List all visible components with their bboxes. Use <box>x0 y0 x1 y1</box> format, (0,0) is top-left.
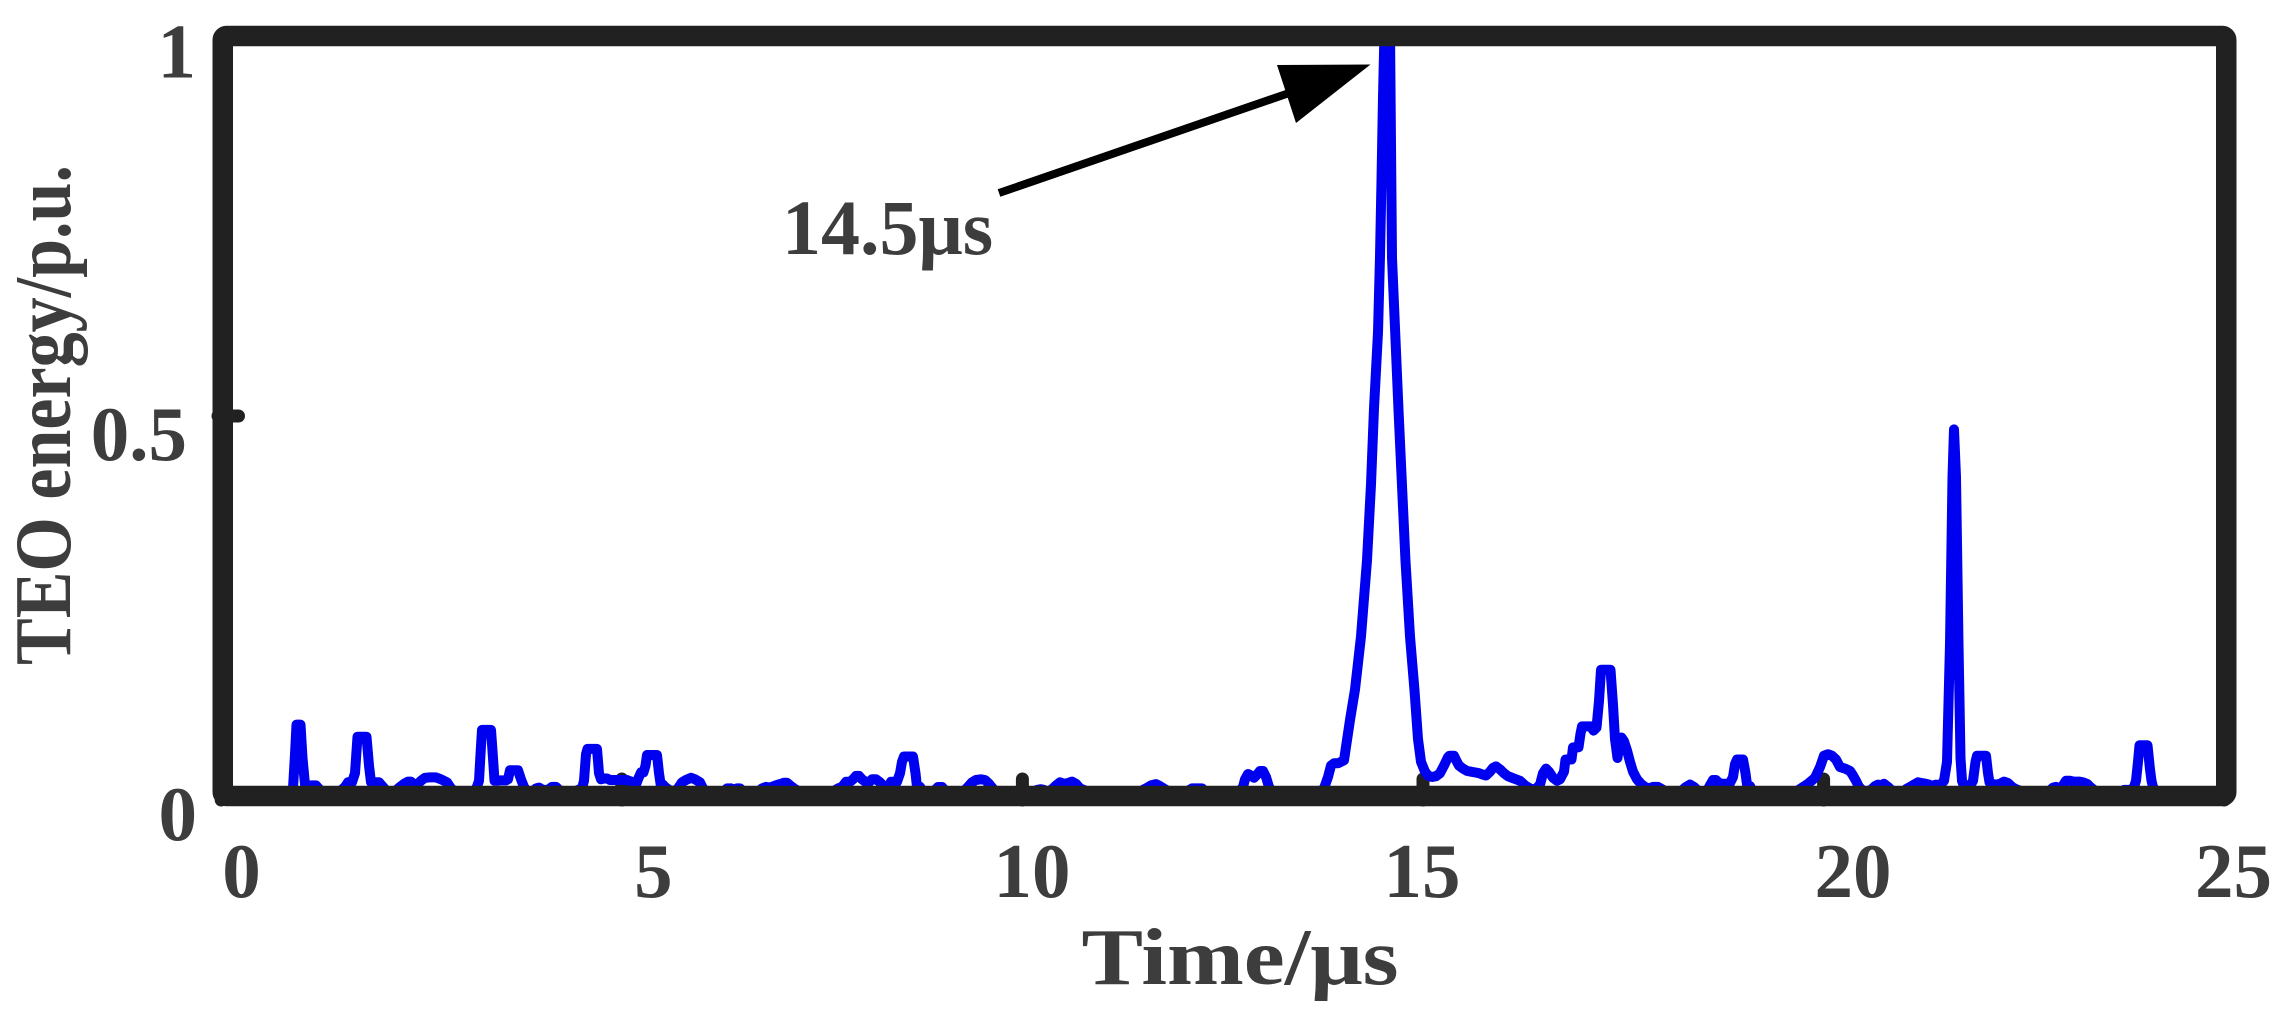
svg-text:20: 20 <box>1815 828 1892 914</box>
svg-text:0: 0 <box>222 828 261 914</box>
svg-text:14.5μs: 14.5μs <box>782 184 993 271</box>
svg-text:25: 25 <box>2195 828 2272 914</box>
svg-text:0: 0 <box>159 771 198 857</box>
svg-text:15: 15 <box>1384 828 1461 914</box>
svg-text:1: 1 <box>158 9 197 95</box>
svg-text:10: 10 <box>994 828 1071 914</box>
svg-text:Time/μs: Time/μs <box>1082 912 1399 1002</box>
svg-text:5: 5 <box>634 828 673 914</box>
svg-text:0.5: 0.5 <box>91 391 187 477</box>
svg-text:TEO energy/p.u.: TEO energy/p.u. <box>0 165 88 665</box>
